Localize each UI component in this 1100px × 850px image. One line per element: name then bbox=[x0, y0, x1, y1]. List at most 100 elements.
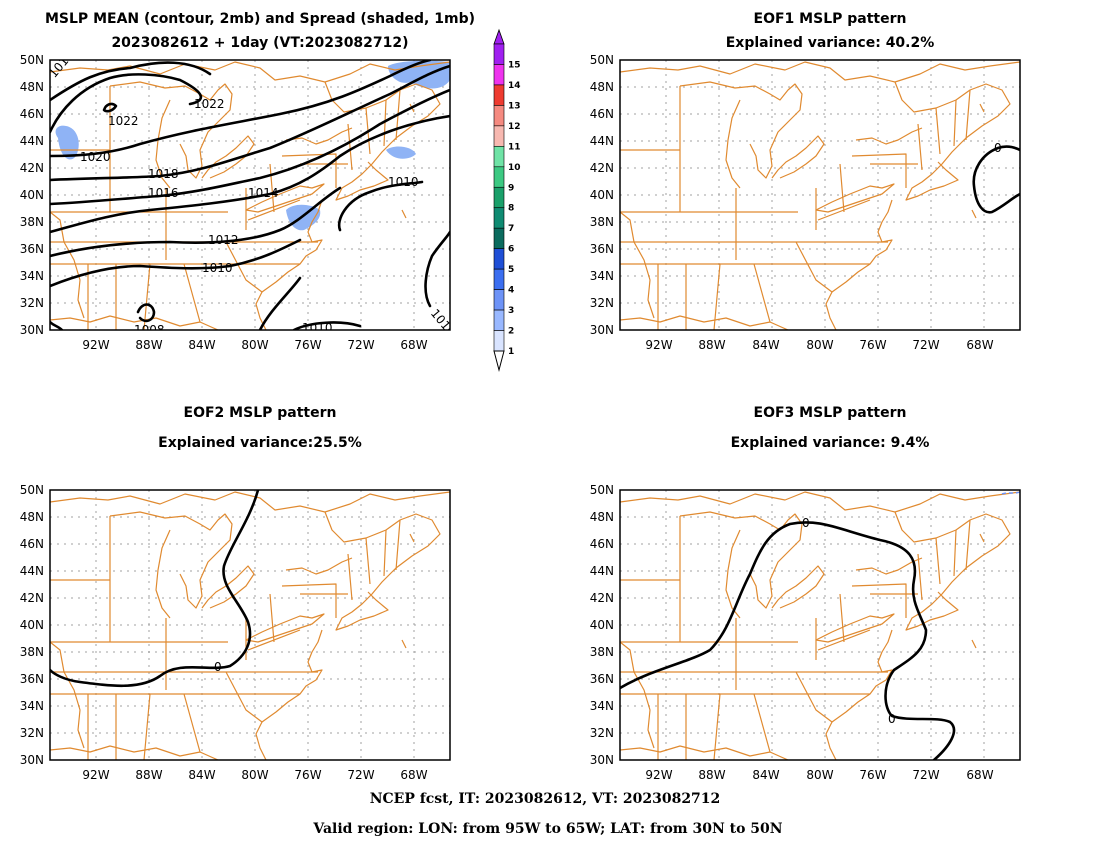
panel-eof1-yticks: 50N 48N 46N 44N 42N 40N 38N 36N 34N 32N … bbox=[590, 53, 614, 337]
eof3-dashed-contour bbox=[1001, 491, 1020, 495]
x-tick-label: 84W bbox=[188, 768, 215, 782]
panel-eof1-title-line1: EOF1 MSLP pattern bbox=[754, 11, 907, 27]
x-tick-label: 68W bbox=[966, 338, 993, 352]
y-tick-label: 46N bbox=[20, 537, 44, 551]
x-tick-label: 92W bbox=[645, 338, 672, 352]
colorbar-cell bbox=[493, 105, 505, 127]
colorbar-label: 13 bbox=[508, 101, 521, 111]
panel-mean-map: 1022 1022 1020 1018 1016 1014 1012 1010 … bbox=[20, 53, 458, 352]
x-tick-label: 80W bbox=[806, 338, 833, 352]
contour-label: 0 bbox=[214, 660, 222, 674]
y-tick-label: 32N bbox=[590, 296, 614, 310]
x-tick-label: 68W bbox=[966, 768, 993, 782]
y-tick-label: 34N bbox=[590, 269, 614, 283]
x-tick-label: 80W bbox=[241, 768, 268, 782]
y-tick-label: 44N bbox=[20, 134, 44, 148]
contour-label: 1022 bbox=[194, 97, 225, 111]
x-tick-label: 84W bbox=[752, 338, 779, 352]
x-tick-label: 92W bbox=[645, 768, 672, 782]
colorbar-cell bbox=[493, 248, 505, 270]
colorbar-cell bbox=[493, 186, 505, 209]
panel-eof2-xticks: 92W 88W 84W 80W 76W 72W 68W bbox=[82, 768, 427, 782]
panel-eof2-title-line2: Explained variance:25.5% bbox=[158, 435, 362, 451]
colorbar-top-arrow bbox=[493, 28, 505, 45]
colorbar-cell bbox=[493, 125, 505, 147]
x-tick-label: 68W bbox=[400, 338, 427, 352]
x-tick-label: 72W bbox=[912, 768, 939, 782]
y-tick-label: 42N bbox=[20, 591, 44, 605]
y-tick-label: 34N bbox=[590, 699, 614, 713]
x-tick-label: 84W bbox=[188, 338, 215, 352]
colorbar-label: 15 bbox=[508, 60, 521, 70]
y-tick-label: 40N bbox=[590, 618, 614, 632]
colorbar-label: 12 bbox=[508, 122, 521, 132]
colorbar-cell bbox=[493, 84, 505, 106]
colorbar-label: 1 bbox=[508, 347, 514, 357]
panel-eof1-map: 0 50N 48N 46N 44N 42N 40N 38N 36N 34N 32… bbox=[590, 53, 1021, 352]
colorbar-label: 10 bbox=[508, 163, 521, 173]
x-tick-label: 92W bbox=[82, 338, 109, 352]
y-tick-label: 30N bbox=[20, 323, 44, 337]
contour-label: 1010 bbox=[302, 321, 333, 335]
panel-mean-xticks: 92W 88W 84W 80W 76W 72W 68W bbox=[82, 338, 427, 352]
panel-mean: MSLP MEAN (contour, 2mb) and Spread (sha… bbox=[20, 11, 475, 352]
y-tick-label: 46N bbox=[590, 107, 614, 121]
x-tick-label: 84W bbox=[752, 768, 779, 782]
x-tick-label: 92W bbox=[82, 768, 109, 782]
y-tick-label: 36N bbox=[20, 242, 44, 256]
y-tick-label: 38N bbox=[20, 215, 44, 229]
colorbar-cell bbox=[493, 268, 505, 290]
y-tick-label: 36N bbox=[590, 242, 614, 256]
colorbar-bottom-arrow bbox=[493, 350, 505, 372]
panel-eof1-xticks: 92W 88W 84W 80W 76W 72W 68W bbox=[645, 338, 993, 352]
eof1-zero-contour bbox=[972, 145, 1020, 214]
colorbar-cell bbox=[493, 64, 505, 86]
panel-eof3-xticks: 92W 88W 84W 80W 76W 72W 68W bbox=[645, 768, 993, 782]
y-tick-label: 32N bbox=[20, 296, 44, 310]
panel-eof2-map: 0 50N 48N 46N 44N 42N 40N 38N 36N 34N 32… bbox=[20, 483, 451, 782]
y-tick-label: 48N bbox=[590, 80, 614, 94]
contour-label: 0 bbox=[994, 141, 1002, 155]
y-tick-label: 44N bbox=[20, 564, 44, 578]
panel-eof3-yticks: 50N 48N 46N 44N 42N 40N 38N 36N 34N 32N … bbox=[590, 483, 614, 767]
x-tick-label: 72W bbox=[912, 338, 939, 352]
colorbar-cell bbox=[493, 207, 505, 229]
contour-label: 1010 bbox=[428, 306, 458, 338]
y-tick-label: 40N bbox=[590, 188, 614, 202]
x-tick-label: 76W bbox=[294, 768, 321, 782]
x-tick-label: 76W bbox=[859, 768, 886, 782]
panel-eof2-frame bbox=[49, 489, 451, 761]
spread-patch-northeast bbox=[388, 60, 450, 89]
panel-mean-yticks: 50N 48N 46N 44N 42N 40N 38N 36N 34N 32N … bbox=[20, 53, 44, 337]
contour-label: 1008 bbox=[134, 323, 165, 337]
panel-eof3-frame bbox=[619, 489, 1021, 761]
y-tick-label: 50N bbox=[20, 483, 44, 497]
x-tick-label: 88W bbox=[135, 768, 162, 782]
y-tick-label: 40N bbox=[20, 618, 44, 632]
y-tick-label: 44N bbox=[590, 564, 614, 578]
spread-colorbar: 15 14 13 12 11 10 9 8 7 6 5 4 3 2 1 bbox=[493, 28, 521, 372]
x-tick-label: 88W bbox=[698, 338, 725, 352]
x-tick-label: 72W bbox=[347, 768, 374, 782]
panel-eof3: EOF3 MSLP pattern Explained variance: 9.… bbox=[590, 405, 1021, 782]
y-tick-label: 48N bbox=[20, 80, 44, 94]
panel-eof3-title-line1: EOF3 MSLP pattern bbox=[754, 405, 907, 421]
y-tick-label: 48N bbox=[590, 510, 614, 524]
panel-eof1-title-line2: Explained variance: 40.2% bbox=[726, 35, 935, 51]
panel-mean-title-line2: 2023082612 + 1day (VT:2023082712) bbox=[111, 35, 408, 51]
y-tick-label: 42N bbox=[590, 161, 614, 175]
colorbar-cell bbox=[493, 43, 505, 65]
contour-label: 0 bbox=[888, 712, 896, 726]
panel-eof3-title-line2: Explained variance: 9.4% bbox=[731, 435, 930, 451]
panel-eof1: EOF1 MSLP pattern Explained variance: 40… bbox=[590, 11, 1021, 352]
y-tick-label: 40N bbox=[20, 188, 44, 202]
y-tick-label: 36N bbox=[590, 672, 614, 686]
y-tick-label: 42N bbox=[590, 591, 614, 605]
contour-label: 1016 bbox=[148, 186, 179, 200]
contour-label: 1012 bbox=[208, 233, 239, 247]
footer-forecast-info: NCEP fcst, IT: 2023082612, VT: 202308271… bbox=[370, 791, 721, 807]
panel-eof2-title-line1: EOF2 MSLP pattern bbox=[184, 405, 337, 421]
colorbar-label: 7 bbox=[508, 224, 514, 234]
panel-eof3-map: 0 0 50N 48N 46N 44N 42N 40N 38N 36N 34N … bbox=[590, 483, 1021, 782]
